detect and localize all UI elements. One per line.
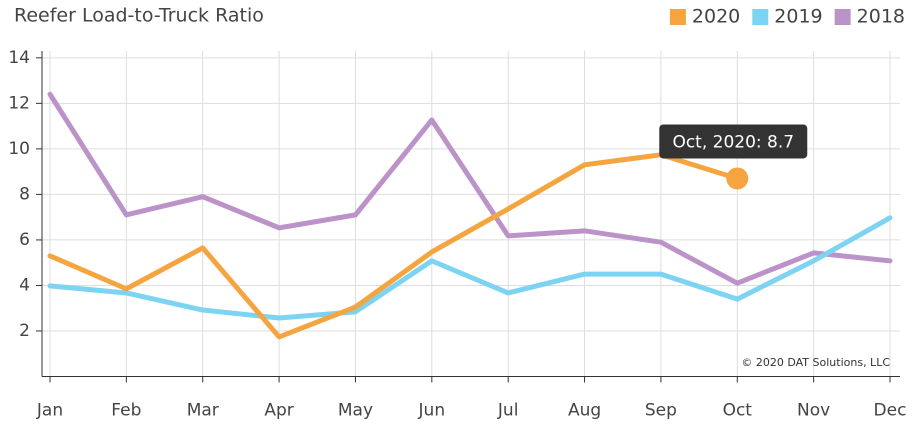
x-tick-label: Aug (568, 401, 601, 421)
tooltip-box (659, 124, 808, 159)
legend-label: 2018 (857, 6, 905, 28)
legend-swatch (752, 9, 769, 25)
legend-swatch (669, 9, 686, 25)
tooltip: Oct, 2020: 8.7 (659, 124, 808, 159)
y-tick-label: 4 (19, 275, 30, 295)
y-tick-label: 12 (8, 93, 30, 113)
x-tick-label: Jan (36, 401, 63, 421)
x-tick-label: Apr (264, 401, 293, 421)
x-tick-label: Jun (418, 401, 446, 421)
chart-title: Reefer Load-to-Truck Ratio (14, 5, 264, 27)
y-tick-label: 2 (19, 321, 30, 341)
legend-label: 2020 (692, 6, 740, 28)
y-tick-label: 10 (8, 139, 30, 159)
x-tick-label: Jul (497, 401, 519, 421)
x-tick-label: Mar (187, 401, 219, 421)
series-line (47, 152, 740, 340)
series-line (47, 91, 893, 286)
x-tick-label: Sep (645, 401, 677, 421)
series-line (47, 215, 893, 321)
legend-swatch (834, 9, 851, 25)
x-tick-label: Oct (723, 401, 753, 421)
tooltip-text: Oct, 2020: 8.7 (672, 132, 794, 152)
x-tick-label: Feb (111, 401, 141, 421)
x-tick-label: Nov (797, 401, 830, 421)
highlight-point (726, 167, 749, 190)
x-tick-label: Dec (874, 401, 907, 421)
copyright: © 2020 DAT Solutions, LLC (741, 356, 890, 369)
y-tick-label: 8 (19, 184, 30, 204)
y-tick-label: 6 (19, 230, 30, 250)
x-tick-label: May (338, 401, 373, 421)
legend-label: 2019 (774, 6, 822, 28)
y-tick-label: 14 (8, 48, 30, 68)
